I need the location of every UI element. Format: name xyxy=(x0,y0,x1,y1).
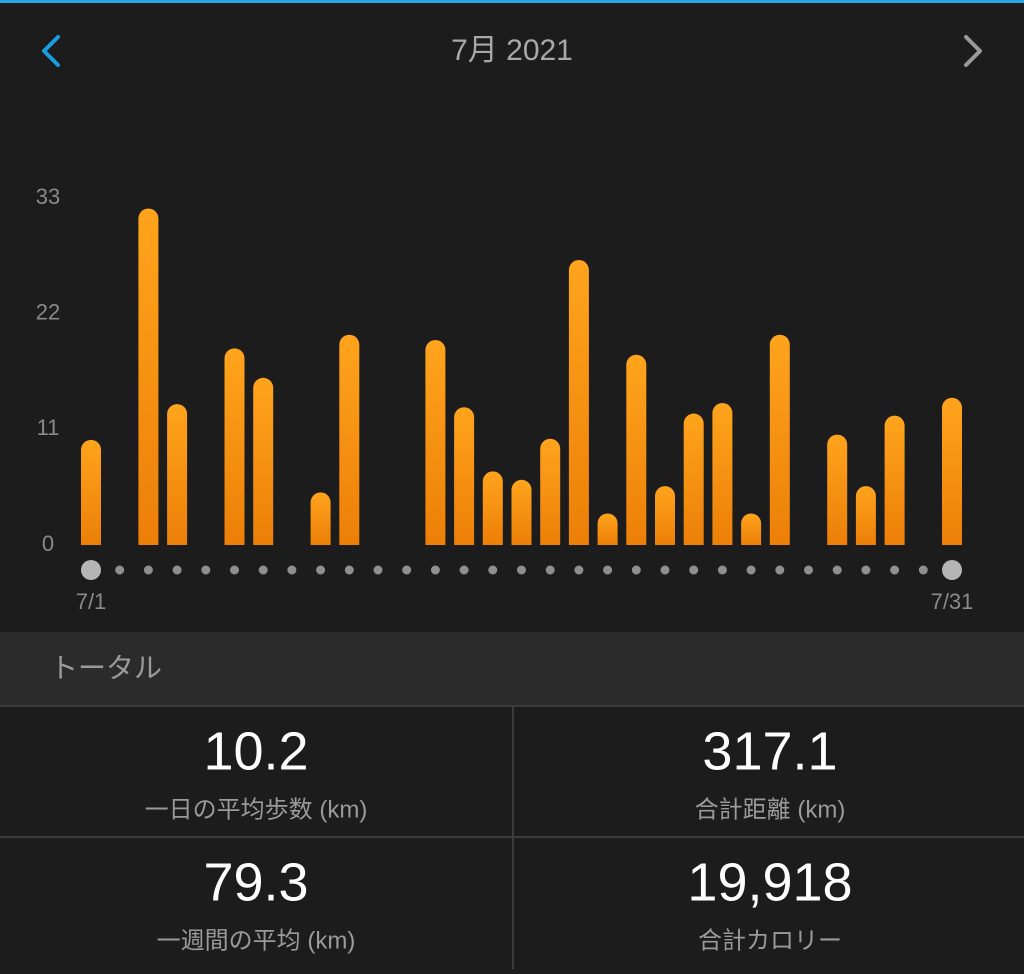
day-dot xyxy=(775,565,785,575)
y-tick-label: 11 xyxy=(37,415,60,440)
bar xyxy=(568,260,589,545)
x-tick-label: 7/31 xyxy=(931,589,974,614)
bar xyxy=(597,513,618,545)
day-dot xyxy=(890,565,900,575)
bar xyxy=(224,348,245,545)
day-dot xyxy=(942,560,962,580)
stat-value: 79.3 xyxy=(203,852,308,912)
bar xyxy=(339,334,360,545)
day-dot xyxy=(316,565,326,575)
day-dot xyxy=(804,565,813,575)
bar xyxy=(884,415,905,545)
day-dot xyxy=(402,565,412,575)
day-dot xyxy=(230,565,239,575)
bar xyxy=(425,339,446,545)
day-dot xyxy=(603,565,613,575)
section-header xyxy=(0,632,1024,706)
y-tick-label: 0 xyxy=(42,531,54,556)
day-dot xyxy=(660,565,670,575)
y-tick-label: 33 xyxy=(36,184,60,209)
day-dot xyxy=(258,565,268,575)
stat-value: 10.2 xyxy=(203,721,308,781)
day-dot xyxy=(287,565,297,575)
y-tick-label: 22 xyxy=(36,299,60,324)
bar xyxy=(827,434,848,545)
day-dot xyxy=(172,565,182,575)
stat-value: 317.1 xyxy=(702,721,837,781)
day-dot xyxy=(143,565,153,575)
day-dot xyxy=(373,565,383,575)
bar xyxy=(253,377,274,545)
bar xyxy=(454,407,475,545)
day-dot xyxy=(574,565,584,575)
bar xyxy=(942,397,962,545)
bar xyxy=(712,403,733,545)
section-title: トータル xyxy=(50,652,162,683)
stat-label: 合計カロリー xyxy=(698,927,842,954)
day-dot xyxy=(81,560,101,580)
month-title: 7月 2021 xyxy=(451,34,573,67)
bar xyxy=(741,513,762,545)
bar xyxy=(138,208,159,546)
back-button[interactable] xyxy=(42,35,60,67)
day-dot xyxy=(717,565,727,575)
bar xyxy=(769,334,790,545)
day-dot xyxy=(631,565,641,575)
bar xyxy=(655,486,675,545)
day-dot xyxy=(517,565,526,575)
x-tick-label: 7/1 xyxy=(76,589,107,614)
day-dot xyxy=(488,565,498,575)
day-dot xyxy=(861,565,871,575)
bar xyxy=(482,471,503,545)
day-dot xyxy=(545,565,555,575)
stat-label: 一週間の平均 (km) xyxy=(157,927,356,954)
forward-button[interactable] xyxy=(964,35,982,67)
day-dot xyxy=(115,565,125,575)
day-dot xyxy=(344,565,354,575)
bar xyxy=(855,486,876,545)
bar xyxy=(683,413,704,545)
day-dot xyxy=(689,565,699,575)
bar xyxy=(511,479,532,545)
bar xyxy=(626,354,647,545)
bar xyxy=(81,439,101,545)
bar xyxy=(310,492,331,545)
stat-label: 合計距離 (km) xyxy=(695,796,846,823)
bar xyxy=(167,404,188,545)
day-dot xyxy=(746,565,756,575)
tile-dividers xyxy=(0,705,1024,969)
bar xyxy=(540,438,561,545)
day-dot xyxy=(430,565,440,575)
day-dot xyxy=(201,565,211,575)
day-dot xyxy=(459,565,469,575)
day-dot xyxy=(918,565,928,575)
stat-value: 19,918 xyxy=(687,852,852,912)
day-dot xyxy=(832,565,842,575)
top-border xyxy=(0,0,1024,3)
stat-label: 一日の平均歩数 (km) xyxy=(145,796,368,823)
